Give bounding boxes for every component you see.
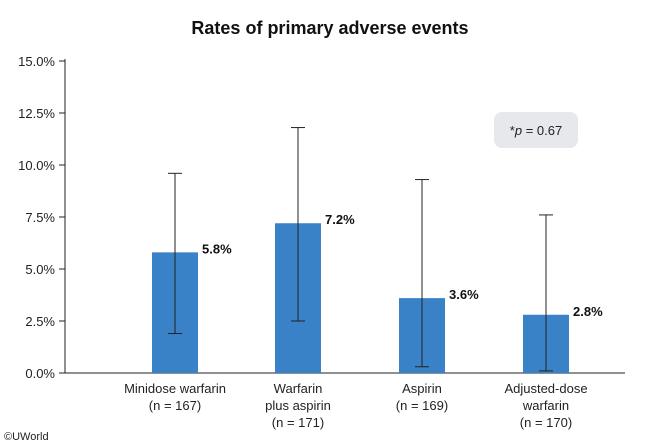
data-label: 3.6%: [449, 287, 479, 302]
category-label: Adjusted-dose warfarin (n = 170): [504, 381, 587, 430]
category-label-line: Aspirin: [402, 381, 442, 396]
category-label-line: plus aspirin: [265, 398, 331, 413]
category-label: Aspirin (n = 169): [396, 381, 448, 413]
data-label: 7.2%: [325, 212, 355, 227]
p-value-annotation: *p = 0.67: [494, 112, 578, 148]
data-label: 5.8%: [202, 241, 232, 256]
chart-title: Rates of primary adverse events: [191, 18, 468, 38]
category-label: Warfarin plus aspirin (n = 171): [265, 381, 331, 430]
category-label-line: Minidose warfarin: [124, 381, 226, 396]
y-tick-label: 7.5%: [25, 210, 55, 225]
y-tick-label: 12.5%: [18, 106, 55, 121]
category-labels: Minidose warfarin (n = 167) Warfarin plus a…: [124, 381, 588, 430]
y-tick-label: 15.0%: [18, 54, 55, 69]
y-axis-ticks: 0.0% 2.5% 5.0% 7.5% 10.0% 12.5% 15.0%: [18, 54, 65, 381]
category-label-line: (n = 169): [396, 398, 448, 413]
category-label: Minidose warfarin (n = 167): [124, 381, 226, 413]
data-label: 2.8%: [573, 304, 603, 319]
bars-group: 5.8% 7.2% 3.6% 2.8%: [152, 127, 603, 373]
category-label-line: Adjusted-dose: [504, 381, 587, 396]
y-tick-label: 2.5%: [25, 314, 55, 329]
copyright-text: ©UWorld: [4, 431, 49, 443]
category-label-line: (n = 171): [272, 415, 324, 430]
y-tick-label: 5.0%: [25, 262, 55, 277]
y-tick-label: 0.0%: [25, 366, 55, 381]
category-label-line: Warfarin: [274, 381, 323, 396]
category-label-line: warfarin: [522, 398, 569, 413]
y-tick-label: 10.0%: [18, 158, 55, 173]
annotation-box: [494, 112, 578, 148]
annotation-text: *p = 0.67: [510, 123, 562, 138]
category-label-line: (n = 167): [149, 398, 201, 413]
category-label-line: (n = 170): [520, 415, 572, 430]
